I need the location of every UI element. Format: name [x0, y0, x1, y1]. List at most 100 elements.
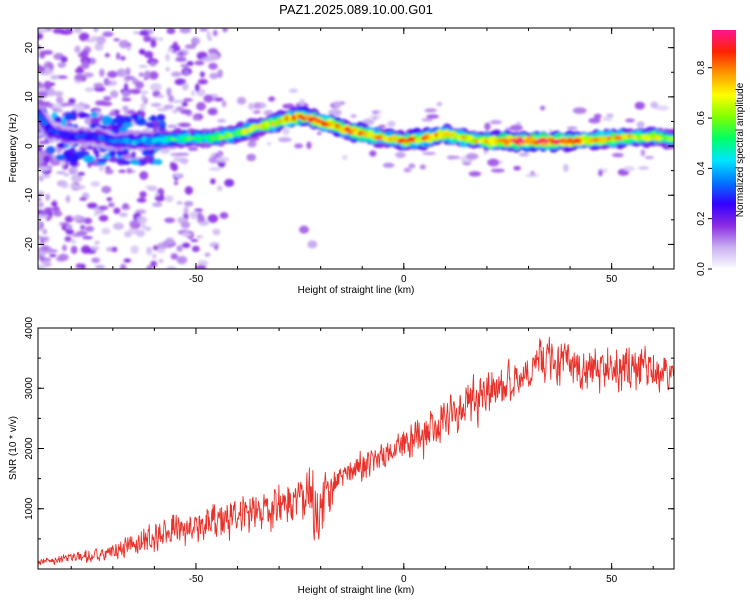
spectrogram-noise-cell: [176, 201, 183, 205]
spectrogram-noise-cell: [207, 52, 219, 61]
spectrogram-noise-cell: [118, 169, 127, 173]
spectrogram-noise-cell: [634, 101, 646, 110]
spectrogram-noise-cell: [154, 192, 160, 197]
spectrogram-noise-cell: [71, 215, 82, 221]
snr-x-ticks: -50 0 50: [70, 328, 654, 585]
spectrogram-noise-cell: [75, 230, 88, 237]
spectrogram-noise-cell: [101, 185, 112, 194]
spectrogram-noise-cell: [125, 67, 131, 76]
spectrogram-noise-cell: [66, 195, 71, 203]
spectrogram-noise-cell: [422, 151, 437, 156]
spectrogram-noise-cell: [52, 90, 64, 97]
spectrogram-noise-cell: [327, 110, 338, 114]
spectrogram-noise-cell: [167, 47, 174, 53]
spectrogram-noise-cell: [156, 248, 166, 254]
spectrogram-noise-cell: [172, 109, 178, 114]
spectrogram-clutter-cell: [130, 160, 141, 165]
spectrogram-noise-cell: [395, 151, 406, 159]
spectrogram-noise-cell: [217, 69, 223, 79]
spectrogram-noise-cell: [215, 156, 230, 163]
spectrogram-noise-cell: [204, 252, 211, 257]
spectrogram-noise-cell: [216, 185, 223, 192]
spectrogram-noise-cell: [79, 197, 87, 201]
spectrogram-noise-cell: [49, 159, 61, 166]
figure-title: PAZ1.2025.089.10.00.G01: [279, 2, 433, 17]
spectrogram-noise-cell: [484, 122, 491, 131]
spectrogram-noise-cell: [509, 124, 523, 132]
spectrogram-noise-cell: [197, 260, 209, 267]
spectrogram-noise-cell: [636, 121, 645, 128]
spectrogram-noise-cell: [183, 200, 194, 207]
spectrogram-y-tick-label: 10: [24, 91, 35, 103]
spectrogram-noise-cell: [136, 230, 146, 237]
spectrogram-noise-cell: [368, 115, 382, 119]
spectrogram-clutter-cell: [142, 156, 154, 164]
spectrogram-noise-cell: [73, 28, 83, 34]
spectrogram-noise-cell: [180, 64, 190, 68]
spectrogram-noise-cell: [84, 116, 94, 126]
spectrogram-noise-cell: [282, 127, 290, 136]
spectrogram-noise-cell: [209, 167, 222, 171]
colorbar-gradient: [712, 30, 736, 269]
spectrogram-noise-cell: [214, 97, 224, 102]
snr-x-tick-label: -50: [189, 574, 204, 585]
spectrogram-noise-cell: [246, 153, 257, 162]
spectrogram-clutter-cell: [108, 156, 120, 163]
spectrogram-noise-cell: [156, 94, 165, 99]
spectrogram-noise-cell: [50, 74, 59, 80]
spectrogram-noise-cell: [157, 242, 169, 250]
spectrogram-noise-cell: [306, 141, 312, 150]
spectrogram-noise-cell: [141, 94, 146, 102]
spectrogram-noise-cell: [84, 39, 96, 43]
spectrogram-noise-cell: [42, 228, 47, 235]
spectrogram-noise-cell: [424, 108, 437, 113]
spectrogram-noise-cell: [47, 87, 56, 97]
spectrogram-clutter-cell: [42, 155, 50, 164]
spectrogram-noise-cell: [83, 217, 93, 225]
spectrogram-noise-cell: [294, 143, 304, 149]
spectrogram-noise-cell: [130, 245, 139, 254]
spectrogram-noise-cell: [38, 236, 50, 240]
spectrogram-noise-cell: [68, 98, 76, 104]
spectrogram-noise-cell: [93, 212, 99, 216]
spectrogram-noise-cell: [182, 98, 193, 102]
spectrogram-noise-cell: [104, 168, 114, 175]
spectrogram-noise-cell: [120, 263, 127, 269]
spectrogram-clutter-cell: [69, 146, 76, 156]
spectrogram-noise-cell: [487, 158, 500, 167]
spectrogram-clutter-cell: [79, 113, 91, 118]
colorbar-ticks: 0.0 0.2 0.4 0.6 0.8: [696, 60, 712, 276]
spectrogram-noise-cell: [176, 152, 190, 156]
spectrogram-noise-cell: [158, 258, 164, 263]
spectrogram-noise-cell: [123, 258, 131, 263]
spectrogram-noise-cell: [56, 75, 68, 79]
spectrogram-noise-cell: [372, 110, 379, 115]
spectrogram-noise-cell: [44, 207, 54, 212]
spectrogram-noise-cell: [650, 101, 659, 109]
spectrogram-noise-cell: [70, 245, 78, 255]
spectrogram-noise-cell: [333, 100, 342, 108]
spectrogram-noise-cell: [51, 201, 58, 207]
spectrogram-noise-cell: [159, 146, 171, 154]
spectrogram-noise-cell: [146, 246, 152, 256]
spectrogram-noise-cell: [38, 28, 48, 34]
spectrogram-noise-cell: [196, 235, 203, 239]
spectrogram-noise-cell: [80, 224, 86, 230]
spectrogram-noise-cell: [350, 114, 357, 118]
spectrogram-noise-cell: [38, 264, 46, 269]
spectrogram-noise-cell: [74, 45, 81, 54]
spectrogram-noise-cell: [60, 183, 69, 189]
spectrogram-noise-cell: [98, 214, 109, 222]
spectrogram-noise-cell: [42, 173, 51, 179]
spectrogram-noise-cell: [57, 62, 67, 68]
spectrogram-noise-cell: [143, 35, 152, 43]
spectrogram-noise-cell: [140, 102, 146, 112]
spectrogram-clutter-cell: [122, 160, 131, 165]
spectrogram-noise-cell: [173, 180, 179, 186]
spectrogram-ridge-cell: [390, 135, 397, 141]
spectrogram-noise-cell: [56, 96, 64, 105]
spectrogram-noise-cell: [106, 197, 113, 202]
spectrogram-noise-cell: [65, 229, 75, 235]
spectrogram-clutter-cell: [38, 145, 43, 151]
spectrogram-noise-cell: [387, 120, 396, 128]
